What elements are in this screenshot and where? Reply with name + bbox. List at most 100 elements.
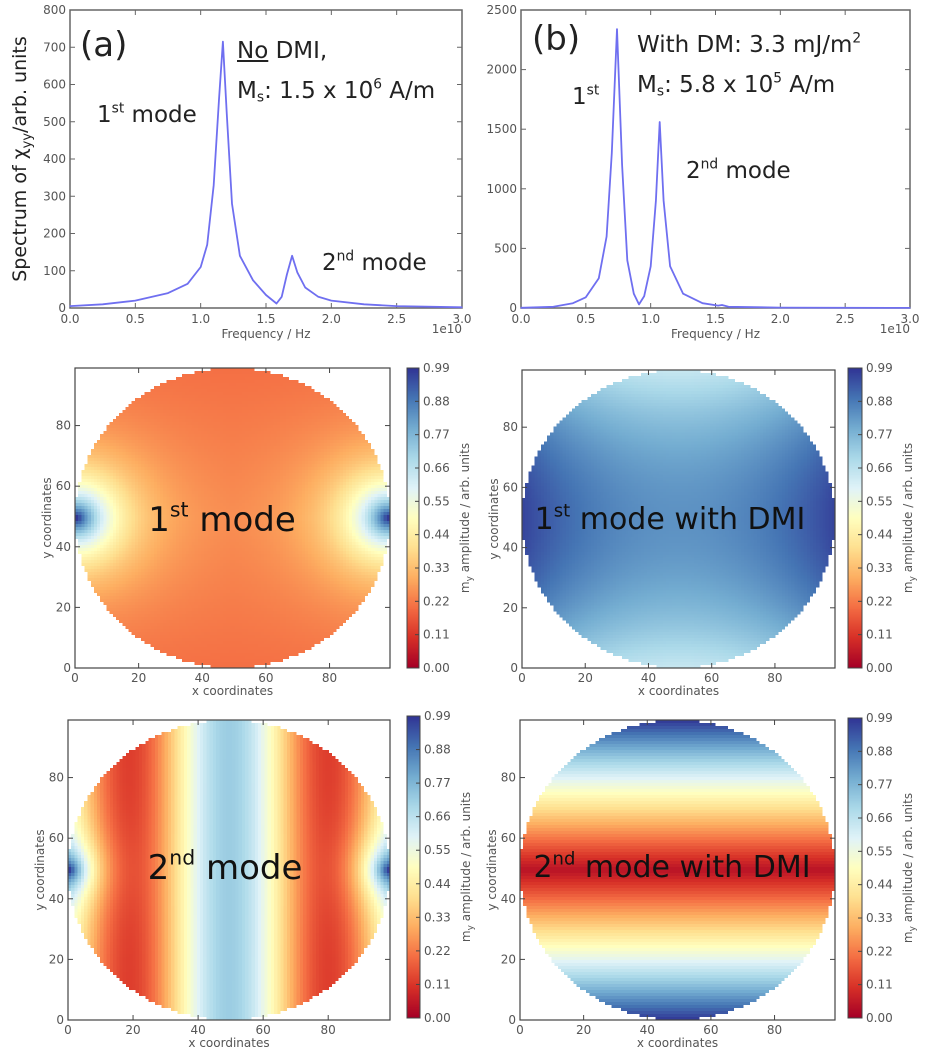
spectrum-point — [585, 296, 587, 298]
x-tick-label: 80 — [321, 1023, 336, 1037]
colorbar-tick-label: 0.22 — [424, 944, 451, 958]
spectrum-point — [396, 305, 398, 307]
spectrum-point — [218, 98, 220, 100]
colorbar-tick-label: 0.66 — [424, 810, 451, 824]
y-tick-label: 0 — [63, 661, 71, 675]
spectrum-point — [721, 304, 723, 306]
y-tick-label: 60 — [49, 831, 64, 845]
colorbar — [848, 368, 862, 668]
spectrum-point — [779, 307, 781, 309]
x-tick-label: 2.5 — [387, 312, 406, 326]
colorbar-label: my amplitude / arb. units — [901, 793, 918, 943]
x-tick-label: 0 — [71, 671, 79, 685]
x-offset-label: 1e10 — [432, 322, 462, 336]
x-tick-label: 1.0 — [191, 312, 210, 326]
y-tick-label: 60 — [501, 831, 516, 845]
y-tick-label: 80 — [56, 419, 71, 433]
x-tick-label: 0.0 — [511, 312, 530, 326]
x-tick-label: 2.0 — [771, 312, 790, 326]
x-tick-label: 1.0 — [641, 312, 660, 326]
y-tick-label: 300 — [43, 189, 66, 203]
x-tick-label: 2.5 — [836, 312, 855, 326]
colorbar-tick-label: 0.55 — [866, 844, 893, 858]
x-tick-label: 0.5 — [126, 312, 145, 326]
y-axis-label: Spectrum of χyy/arb. units — [9, 36, 35, 282]
ms-m: M — [637, 72, 657, 98]
mode2-annotation-b: 2nd mode — [686, 157, 791, 184]
x-tick-label: 40 — [640, 1023, 655, 1037]
colorbar-tick-label: 0.88 — [866, 394, 893, 408]
colorbar-tick-label: 0.44 — [866, 528, 893, 542]
label-num: 1 — [534, 502, 554, 537]
mode-sup: st — [586, 82, 600, 99]
x-tick-label: 40 — [195, 671, 210, 685]
x-tick-label: 0.0 — [60, 312, 79, 326]
colorbar-tick-label: 0.33 — [866, 561, 893, 575]
y-tick-label: 0 — [509, 301, 517, 315]
y-tick-label: 800 — [43, 3, 66, 17]
colorbar-tick-label: 0.55 — [423, 494, 450, 508]
mode2-annotation-a: 2nd mode — [322, 249, 427, 275]
ylabel-sub: yy — [20, 133, 35, 149]
mode-word: mode — [718, 158, 791, 184]
spectrum-point — [682, 293, 684, 295]
spectrum-point — [286, 273, 288, 276]
ms-annotation-a: Ms: 1.5 x 106 A/m — [237, 77, 436, 104]
x-tick-label: 0.5 — [576, 312, 595, 326]
colorbar-tick-label: 0.00 — [866, 1011, 893, 1025]
spectrum-point — [239, 255, 241, 257]
colorbar-label: my amplitude / arb. units — [459, 792, 476, 942]
ms-unit: A/m — [381, 78, 436, 104]
spectrum-point — [265, 294, 267, 296]
colorbar-label-rest: amplitude / arb. units — [459, 792, 473, 925]
ylabel-suffix: /arb. units — [9, 36, 31, 133]
y-tick-label: 400 — [43, 152, 66, 166]
colorbar-tick-label: 0.00 — [424, 1011, 451, 1025]
ms-unit: A/m — [781, 72, 836, 98]
y-tick-label: 2500 — [486, 3, 517, 17]
spectrum-point — [252, 279, 254, 281]
colorbar-tick-label: 0.99 — [866, 361, 893, 375]
x-tick-label: 60 — [256, 1023, 271, 1037]
heatmap-title-mode2-dmi: 2nd mode with DMI — [533, 850, 811, 885]
x-axis-label: x coordinates — [637, 1036, 718, 1050]
y-axis-label: y coordinates — [33, 829, 47, 910]
ms-exp: 5 — [773, 70, 782, 87]
x-axis-label: x coordinates — [192, 684, 273, 698]
spectrum-point — [605, 235, 608, 238]
y-tick-label: 40 — [501, 892, 516, 906]
x-tick-label: 60 — [258, 671, 273, 685]
mode-word: mode — [124, 102, 197, 128]
y-tick-label: 80 — [501, 771, 516, 785]
y-tick-label: 0 — [510, 661, 518, 675]
label-sup: st — [169, 497, 189, 522]
y-tick-label: 100 — [43, 264, 66, 278]
ms-value: : 5.8 x 10 — [664, 72, 774, 98]
colorbar-tick-label: 0.44 — [423, 528, 450, 542]
x-tick-label: 20 — [578, 671, 593, 685]
label-word: mode with DMI — [575, 850, 811, 885]
colorbar-tick-label: 0.44 — [424, 877, 451, 891]
y-tick-label: 600 — [43, 78, 66, 92]
colorbar-tick-label: 0.66 — [423, 461, 450, 475]
spectrum-point — [909, 307, 911, 309]
colorbar-label-rest: amplitude / arb. units — [901, 793, 915, 926]
heatmap-title-mode1-nodmi: 1st mode — [148, 500, 296, 537]
colorbar-tick-label: 0.77 — [866, 428, 893, 442]
colorbar-tick-label: 0.11 — [424, 977, 451, 991]
colorbar-tick-label: 0.77 — [423, 428, 450, 442]
colorbar-tick-label: 0.66 — [866, 461, 893, 475]
spectrum-point — [638, 303, 640, 306]
spectrum-point — [659, 121, 661, 123]
y-tick-label: 80 — [49, 771, 64, 785]
x-tick-label: 20 — [131, 671, 146, 685]
label-num: 2 — [147, 848, 170, 888]
x-tick-label: 1.5 — [256, 312, 275, 326]
heatmap-title-mode2-nodmi: 2nd mode — [147, 848, 303, 888]
ms-annotation-b: Ms: 5.8 x 105 A/m — [637, 71, 836, 98]
spectrum-point — [317, 296, 319, 298]
spectrum-point — [701, 302, 704, 304]
spectrum-point — [655, 200, 657, 202]
spectrum-point — [304, 286, 306, 289]
